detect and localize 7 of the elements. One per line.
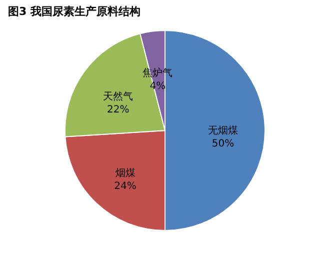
- slice-label: 烟煤: [115, 166, 136, 179]
- data-label: 50%: [212, 138, 234, 150]
- slice-label: 无烟煤: [208, 124, 238, 136]
- data-label: 22%: [106, 104, 130, 116]
- slice-label: 天然气: [103, 90, 134, 102]
- chart-title: 图3 我国尿素生产原料结构: [8, 5, 140, 18]
- data-label: 24%: [114, 180, 136, 192]
